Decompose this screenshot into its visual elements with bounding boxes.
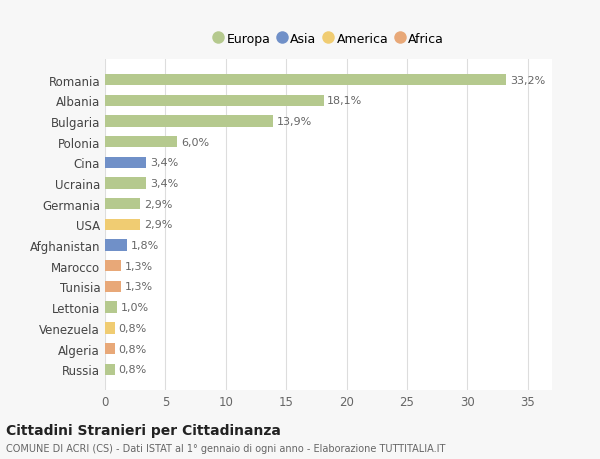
Text: COMUNE DI ACRI (CS) - Dati ISTAT al 1° gennaio di ogni anno - Elaborazione TUTTI: COMUNE DI ACRI (CS) - Dati ISTAT al 1° g… — [6, 443, 445, 453]
Text: 2,9%: 2,9% — [143, 199, 172, 209]
Text: 1,0%: 1,0% — [121, 302, 149, 313]
Bar — [105, 219, 140, 230]
Bar — [105, 302, 117, 313]
Text: 6,0%: 6,0% — [181, 137, 209, 147]
Text: 33,2%: 33,2% — [510, 75, 545, 85]
Bar — [105, 240, 127, 251]
Legend: Europa, Asia, America, Africa: Europa, Asia, America, Africa — [208, 28, 449, 51]
Text: 0,8%: 0,8% — [118, 344, 146, 354]
Text: 3,4%: 3,4% — [150, 158, 178, 168]
Text: 13,9%: 13,9% — [277, 117, 312, 127]
Text: 1,3%: 1,3% — [124, 261, 152, 271]
Text: 0,8%: 0,8% — [118, 364, 146, 375]
Text: 1,3%: 1,3% — [124, 282, 152, 292]
Text: 2,9%: 2,9% — [143, 220, 172, 230]
Text: 1,8%: 1,8% — [130, 241, 158, 251]
Bar — [105, 343, 115, 354]
Bar — [105, 364, 115, 375]
Text: 3,4%: 3,4% — [150, 179, 178, 189]
Bar — [105, 95, 323, 106]
Bar — [105, 75, 506, 86]
Bar — [105, 116, 273, 127]
Bar — [105, 178, 146, 189]
Text: 18,1%: 18,1% — [327, 96, 362, 106]
Bar — [105, 323, 115, 334]
Bar — [105, 137, 178, 148]
Bar — [105, 261, 121, 272]
Bar — [105, 157, 146, 168]
Text: 0,8%: 0,8% — [118, 323, 146, 333]
Text: Cittadini Stranieri per Cittadinanza: Cittadini Stranieri per Cittadinanza — [6, 423, 281, 437]
Bar — [105, 199, 140, 210]
Bar — [105, 281, 121, 292]
